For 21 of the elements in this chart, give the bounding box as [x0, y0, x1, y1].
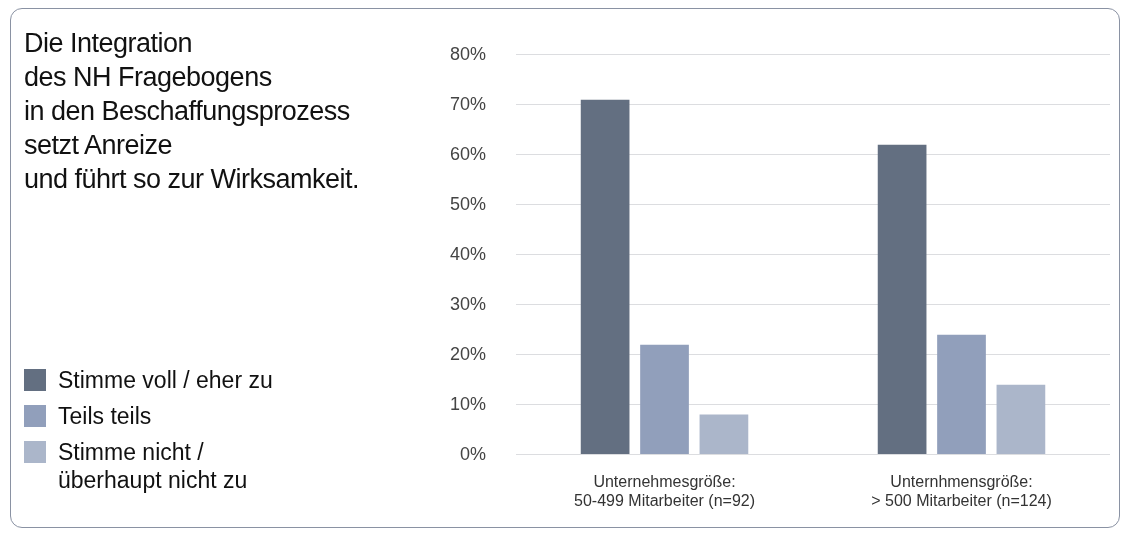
bar [580, 99, 630, 455]
legend-label: Stimme nicht / überhaupt nicht zu [58, 438, 248, 494]
bar [996, 384, 1046, 455]
y-tick-label: 30% [450, 293, 487, 314]
y-tick-label: 60% [450, 143, 487, 164]
bar [937, 334, 986, 455]
legend-label: Stimme voll / eher zu [58, 366, 273, 394]
y-tick-label: 0% [460, 443, 487, 464]
y-tick-label: 80% [450, 43, 487, 64]
y-tick-label: 10% [450, 393, 487, 414]
y-tick-label: 20% [450, 343, 487, 364]
x-tick-label: Unternehmesgröße: 50-499 Mitarbeiter (n=92) [574, 472, 756, 509]
bar [877, 144, 927, 455]
legend-label: Teils teils [58, 402, 152, 430]
bar [699, 414, 749, 455]
y-tick-label: 70% [450, 93, 487, 114]
bar [640, 344, 689, 455]
y-tick-label: 50% [450, 193, 487, 214]
text: Die Integration des NH Fragebogens in den Beschaffungsprozess setzt Anreize und führt so zur Wirksamkeit. [24, 27, 360, 196]
x-tick-label: Unternhmensgröße: > 500 Mitarbeiter (n=124) [871, 472, 1052, 509]
y-tick-label: 40% [450, 243, 487, 264]
